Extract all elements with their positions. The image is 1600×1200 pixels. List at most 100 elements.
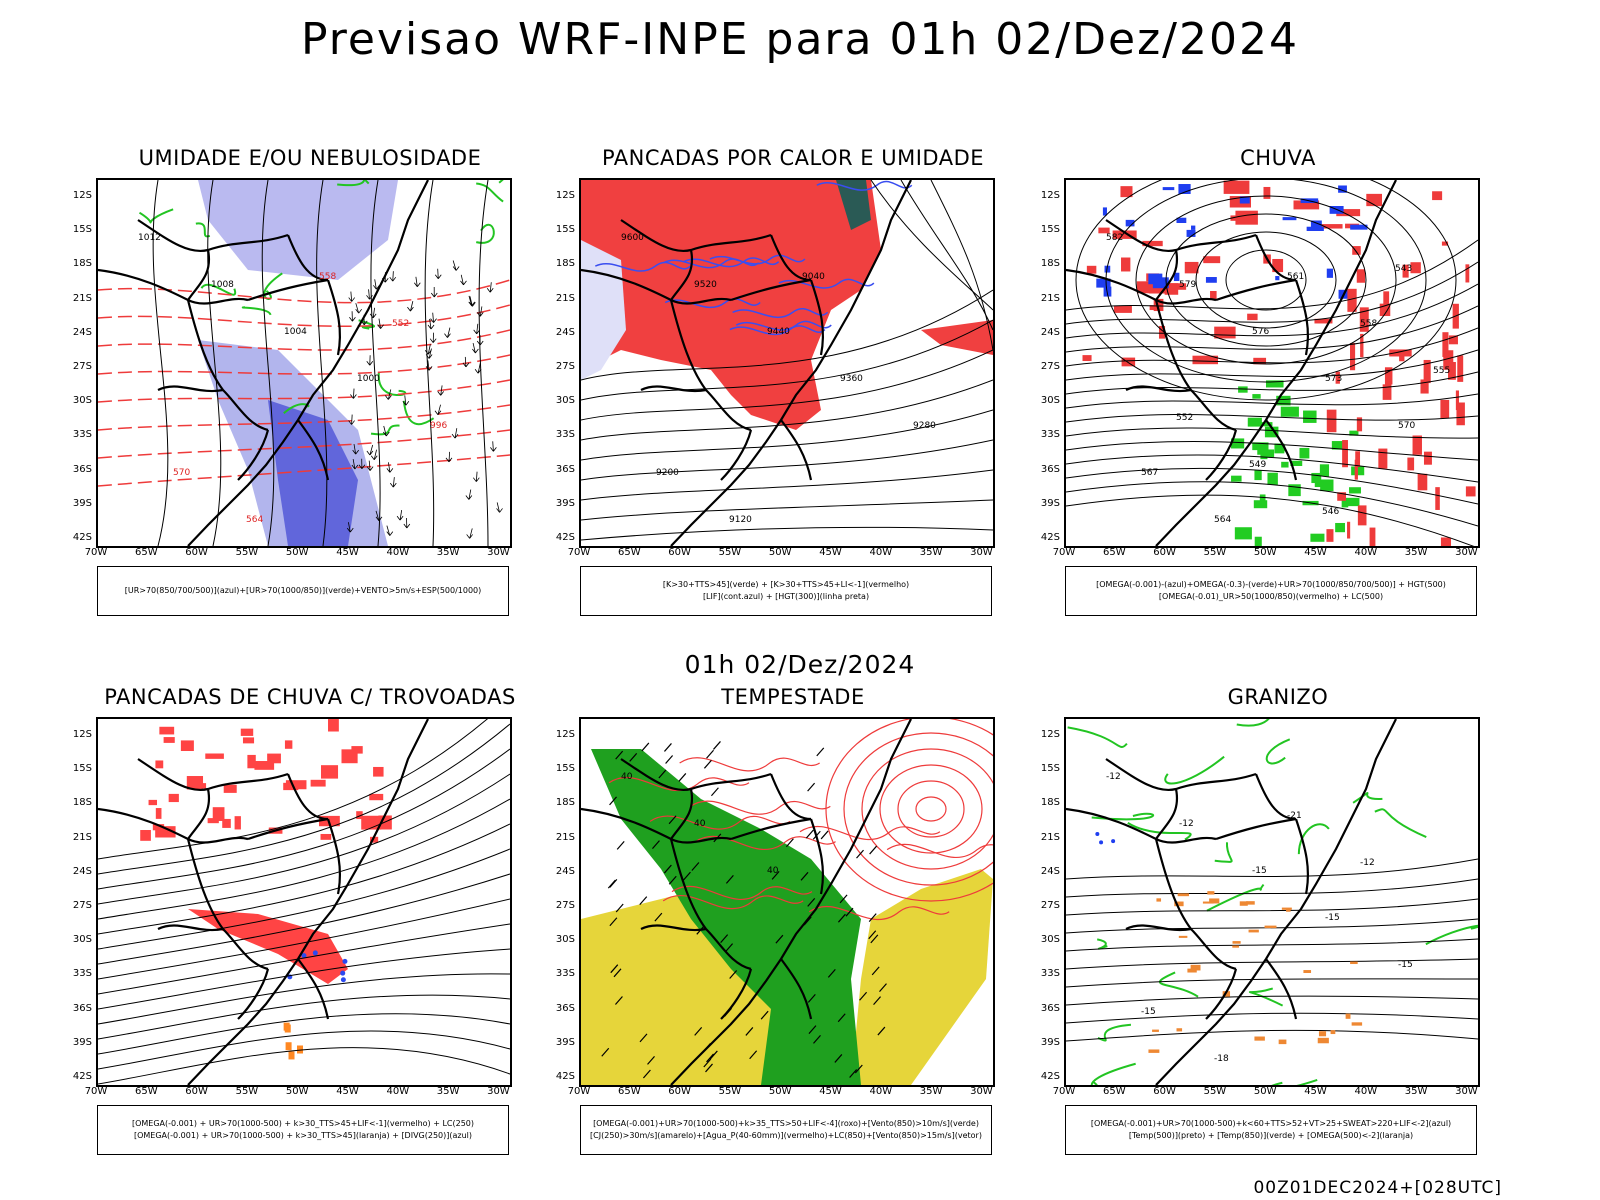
longitude-tick-label: 65W [617,1086,641,1097]
longitude-tick-label: 40W [869,547,893,558]
contour-label: -18 [1214,1054,1229,1064]
contour-label: -12 [1106,772,1121,782]
legend-line: [OMEGA(-0.001)-(azul)+OMEGA(-0.3)-(verde… [1096,580,1446,589]
latitude-tick-label: 36S [555,463,575,475]
contour-label: 564 [246,515,263,525]
contour-label: 555 [1433,366,1450,376]
longitude-tick-label: 70W [567,547,591,558]
longitude-tick-label: 30W [970,547,993,558]
latitude-tick-label: 18S [72,258,92,270]
longitude-tick-label: 60W [668,547,691,558]
latitude-tick-label: 33S [555,429,575,441]
longitude-tick-label: 35W [436,1086,460,1097]
contour-label: 996 [430,421,447,431]
contour-label: 40 [621,772,633,782]
longitude-tick-label: 40W [1354,1086,1378,1097]
weather-map: 9600 9520 9440 9360 9280 9200 9120 9040 [579,178,995,548]
contour-label: 558 [1360,319,1377,329]
contour-label: 576 [1252,327,1269,337]
contour-label: -15 [1252,866,1267,876]
contour-label: 579 [1179,280,1196,290]
latitude-tick-label: 24S [72,326,92,338]
longitude-tick-label: 70W [1052,1086,1076,1097]
longitude-tick-label: 55W [235,547,259,558]
latitude-tick-label: 18S [555,797,575,809]
legend-line: [OMEGA(-0.001)+UR>70(1000-500)+k>35_TTS>… [593,1119,979,1128]
latitude-tick-label: 12S [1040,190,1060,201]
contour-label: 567 [1141,468,1158,478]
bottom-row-title: 01h 02/Dez/2024 [684,650,916,679]
longitude-tick-label: 45W [819,547,842,558]
longitude-tick-label: 45W [336,547,359,558]
contour-label: 564 [1214,515,1231,525]
latitude-tick-label: 42S [555,532,575,543]
latitude-tick-label: 24S [1040,326,1060,338]
latitude-tick-label: 36S [555,1002,575,1014]
contour-label: -15 [1325,913,1340,923]
legend-box: [OMEGA(-0.001)+UR>70(1000-500)+k<60+TTS>… [1065,1105,1477,1155]
contour-label: -12 [1179,819,1194,829]
longitude-tick-label: 35W [1404,547,1428,558]
contour-label: 543 [1395,264,1412,274]
longitude-tick-label: 55W [235,1086,259,1097]
latitude-tick-label: 15S [72,224,92,236]
map-canvas: 9600 9520 9440 9360 9280 9200 9120 9040 [581,180,993,546]
contour-label: 9040 [802,272,825,282]
latitude-tick-label: 27S [1040,900,1060,911]
map-panel: TEMPESTADE 12S 15S 18S 21S 24S 27S 30S 33S 36S 39S… [553,685,1033,1155]
latitude-tick-label: 27S [72,900,92,911]
latitude-tick-label: 15S [1040,224,1060,236]
weather-map: 40 40 40 [579,717,995,1087]
contour-label: 561 [1287,272,1304,282]
longitude-tick-label: 35W [1404,1086,1428,1097]
latitude-tick-label: 39S [555,1036,575,1048]
longitude-tick-label: 45W [819,1086,842,1097]
latitude-tick-label: 30S [1040,395,1060,407]
contour-label: 9280 [913,421,936,431]
legend-box: [UR>70(850/700/500)](azul)+[UR>70(1000/8… [97,566,509,616]
longitude-tick-label: 70W [567,1086,591,1097]
legend-line: [K>30+TTS>45](verde) + [K>30+TTS>45+LI<-… [662,580,910,589]
contour-label: 573 [1325,374,1342,384]
contour-label: 9360 [840,374,863,384]
legend-box: [K>30+TTS>45](verde) + [K>30+TTS>45+LI<-… [580,566,992,616]
contour-label: 9600 [621,233,644,243]
latitude-tick-label: 39S [72,1036,92,1048]
longitude-tick-label: 45W [1304,547,1327,558]
latitude-tick-label: 21S [555,831,575,843]
latitude-tick-label: 27S [72,361,92,372]
longitude-tick-label: 40W [386,547,410,558]
contour-label: -21 [1287,811,1302,821]
longitude-tick-label: 60W [185,547,208,558]
latitude-tick-label: 33S [72,429,92,441]
panel-title: GRANIZO [1227,685,1329,709]
latitude-tick-label: 42S [72,532,92,543]
longitude-tick-label: 55W [718,1086,742,1097]
contour-label: -12 [1360,858,1375,868]
map-panel: PANCADAS DE CHUVA C/ TROVOADAS 12S 15S 18S 2… [70,685,550,1155]
longitude-tick-label: 40W [1354,547,1378,558]
latitude-tick-label: 30S [555,934,575,946]
longitude-tick-label: 60W [668,1086,691,1097]
legend-line: [CJ(250)>30m/s](amarelo)+[Agua_P(40-60mm… [590,1131,982,1140]
latitude-tick-label: 21S [1040,831,1060,843]
latitude-tick-label: 30S [555,395,575,407]
panel-title: UMIDADE E/OU NEBULOSIDADE [138,146,482,170]
latitude-tick-label: 42S [72,1071,92,1082]
latitude-tick-label: 24S [1040,865,1060,877]
latitude-tick-label: 39S [555,497,575,509]
longitude-tick-label: 50W [285,1086,309,1097]
latitude-tick-label: 12S [555,190,575,201]
contour-label: 1012 [138,233,161,243]
panel-title: PANCADAS POR CALOR E UMIDADE [601,146,985,170]
contour-label: 558 [319,272,336,282]
weather-map: 1012 1008 1004 1000 996 570 564 558 552 [96,178,512,548]
weather-map: -12 -12 -15 -15 -15 -15 -18 -21 -12 [1064,717,1480,1087]
longitude-tick-label: 50W [768,1086,792,1097]
contour-label: 1004 [284,327,307,337]
main-title: Previsao WRF-INPE para 01h 02/Dez/2024 [301,14,1299,65]
latitude-tick-label: 15S [1040,763,1060,775]
latitude-tick-label: 12S [72,190,92,201]
longitude-tick-label: 70W [84,1086,108,1097]
weather-map: 582 579 576 573 570 567 564 561 558 555 552 549 546 5… [1064,178,1480,548]
